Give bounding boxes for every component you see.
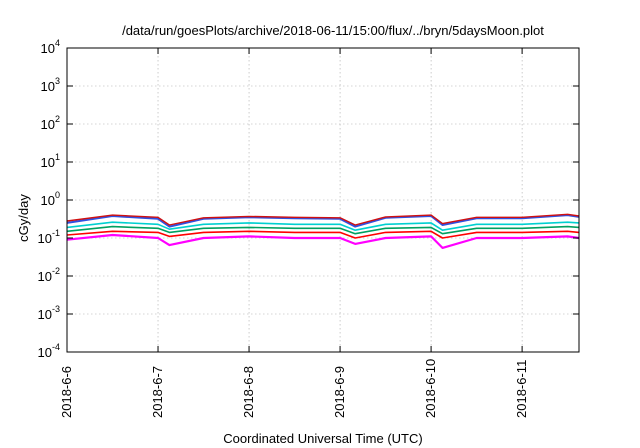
x-tick-label: 2018-6-8: [241, 366, 256, 418]
x-tick-label: 2018-6-6: [59, 366, 74, 418]
series-line: [66, 225, 580, 235]
y-tick-label: 103: [41, 76, 60, 94]
x-axis-ticks: 2018-6-6 2018-6-7 2018-6-8 2018-6-9 2018-6-1…: [59, 48, 529, 418]
series-line: [66, 214, 580, 228]
x-axis-label: Coordinated Universal Time (UTC): [223, 431, 422, 446]
plot-series: [66, 213, 580, 249]
grid: [66, 47, 579, 353]
chart-title: /data/run/goesPlots/archive/2018-06-11/1…: [122, 23, 544, 38]
y-tick-label: 10-2: [38, 266, 60, 284]
y-axis-label: cGy/day: [16, 194, 31, 242]
y-tick-label: 10-4: [38, 342, 60, 360]
x-tick-label: 2018-6-9: [332, 366, 347, 418]
series-line: [66, 230, 580, 239]
series-line: [66, 213, 580, 226]
series-line: [66, 221, 580, 231]
y-tick-label: 101: [41, 152, 60, 170]
y-tick-label: 102: [41, 114, 60, 132]
y-tick-label: 100: [41, 190, 60, 208]
x-tick-label: 2018-6-10: [423, 359, 438, 418]
x-tick-label: 2018-6-11: [514, 360, 529, 418]
series-line: [66, 233, 580, 249]
y-tick-label: 10-1: [38, 228, 60, 246]
x-tick-label: 2018-6-7: [150, 366, 165, 418]
y-axis-ticks: 10-4 10-3 10-2 10-1 100 101 102 103 104: [38, 38, 579, 360]
y-tick-label: 10-3: [38, 304, 60, 322]
y-tick-label: 104: [41, 38, 60, 56]
